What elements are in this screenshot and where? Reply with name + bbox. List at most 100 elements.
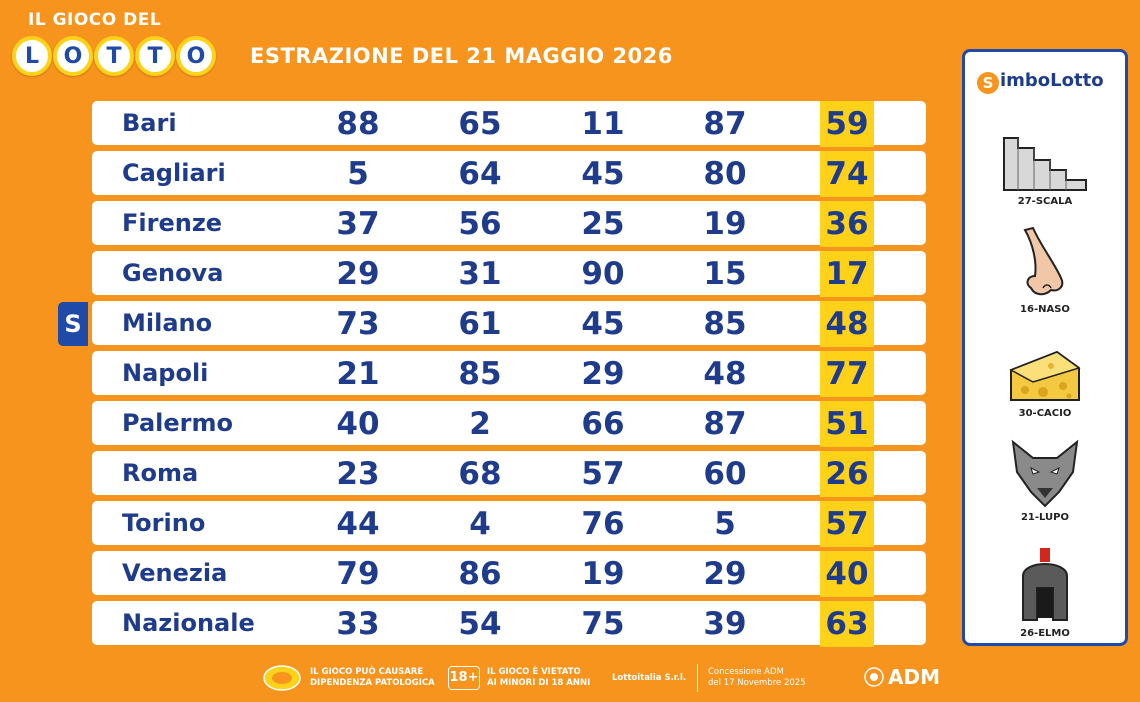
table-row: Nazionale 33 54 75 39 63 [92, 601, 926, 647]
symbol-lupo: 21-LUPO [965, 438, 1125, 523]
number-cell: 21 [336, 356, 380, 392]
table-row: Napoli 21 85 29 48 77 [92, 351, 926, 397]
city-name: Milano [122, 309, 213, 337]
city-name: Roma [122, 459, 199, 487]
symbol-label: 27-SCALA [1017, 196, 1073, 207]
responsible-gaming-logo-icon [263, 665, 301, 691]
concession-line: Concessione ADM [708, 667, 784, 677]
number-cell: 29 [581, 356, 625, 392]
highlighted-number-cell: 26 [820, 451, 874, 497]
symbol-label: 21-LUPO [1020, 512, 1070, 523]
number-cell: 86 [458, 556, 502, 592]
city-name: Bari [122, 109, 177, 137]
footer: IL GIOCO PUÒ CAUSARE DIPENDENZA PATOLOGI… [0, 660, 1140, 696]
city-name: Napoli [122, 359, 209, 387]
number-cell: 90 [581, 256, 625, 292]
number-cell: 87 [703, 106, 747, 142]
symbol-label: 26-ELMO [1020, 628, 1070, 639]
lotto-logo: IL GIOCO DEL L O T T O [12, 8, 217, 88]
number-cell: 79 [336, 556, 380, 592]
highlighted-number-cell: 17 [820, 251, 874, 297]
symbol-label: 16-NASO [1020, 304, 1070, 315]
number-cell: 29 [703, 556, 747, 592]
highlighted-number-cell: 77 [820, 351, 874, 397]
logo-letter: O [53, 36, 93, 76]
number-cell: 5 [714, 506, 736, 542]
city-name: Venezia [122, 559, 228, 587]
number-cell: 57 [581, 456, 625, 492]
warning-line: IL GIOCO PUÒ CAUSARE [310, 667, 424, 677]
number-cell: 73 [336, 306, 380, 342]
highlighted-number-cell: 51 [820, 401, 874, 447]
table-row: Bari 88 65 11 87 59 [92, 101, 926, 147]
number-cell: 66 [581, 406, 625, 442]
table-row: Roma 23 68 57 60 26 [92, 451, 926, 497]
highlighted-number-cell: 57 [820, 501, 874, 547]
concession-text: Concessione ADM del 17 Novembre 2025 [708, 667, 806, 689]
number-cell: 31 [458, 256, 502, 292]
number-cell: 37 [336, 206, 380, 242]
helmet-icon [1022, 548, 1068, 621]
warning-line: DIPENDENZA PATOLOGICA [310, 678, 435, 688]
number-cell: 60 [703, 456, 747, 492]
table-row: Torino 44 4 76 5 57 [92, 501, 926, 547]
highlighted-number-cell: 36 [820, 201, 874, 247]
simbolotto-title-rest: imboLotto [1000, 70, 1104, 91]
highlighted-number-cell: 59 [820, 101, 874, 147]
warning-line: IL GIOCO È VIETATO [487, 667, 581, 677]
logo-letter: T [135, 36, 175, 76]
symbol-naso: 16-NASO [965, 226, 1125, 315]
simbolotto-initial: S [977, 72, 999, 94]
number-cell: 44 [336, 506, 380, 542]
symbol-cacio: 30-CACIO [965, 346, 1125, 419]
number-cell: 19 [703, 206, 747, 242]
number-cell: 76 [581, 506, 625, 542]
number-cell: 45 [581, 156, 625, 192]
number-cell: 65 [458, 106, 502, 142]
number-cell: 40 [336, 406, 380, 442]
table-row: Genova 29 31 90 15 17 [92, 251, 926, 297]
number-cell: 54 [458, 606, 502, 642]
city-name: Firenze [122, 209, 223, 237]
table-row: Palermo 40 2 66 87 51 [92, 401, 926, 447]
concession-line: del 17 Novembre 2025 [708, 678, 806, 688]
logo-letter: L [12, 36, 52, 76]
table-row: Milano 73 61 45 85 48 [92, 301, 926, 347]
stairs-icon [1003, 137, 1087, 191]
number-cell: 15 [703, 256, 747, 292]
number-cell: 85 [703, 306, 747, 342]
nose-icon [1023, 226, 1064, 296]
highlighted-number-cell: 40 [820, 551, 874, 597]
adm-emblem-icon [864, 667, 884, 687]
number-cell: 4 [469, 506, 491, 542]
city-name: Torino [122, 509, 206, 537]
symbol-scala: 27-SCALA [965, 130, 1125, 207]
number-cell: 75 [581, 606, 625, 642]
logo-top-text: IL GIOCO DEL [28, 10, 162, 30]
adm-logo-text: ADM [888, 665, 940, 689]
symbol-elmo: 26-ELMO [965, 546, 1125, 639]
city-name: Nazionale [122, 609, 255, 637]
simbolotto-marker: S [58, 302, 88, 346]
warning-line: AI MINORI DI 18 ANNI [487, 678, 591, 688]
city-name: Genova [122, 259, 224, 287]
symbol-label: 30-CACIO [1018, 408, 1072, 419]
number-cell: 85 [458, 356, 502, 392]
logo-letters: L O T T O [12, 36, 217, 76]
number-cell: 39 [703, 606, 747, 642]
page-title: ESTRAZIONE DEL 21 MAGGIO 2026 [250, 44, 673, 68]
number-cell: 88 [336, 106, 380, 142]
number-cell: 68 [458, 456, 502, 492]
highlighted-number-cell: 48 [820, 301, 874, 347]
highlighted-number-cell: 63 [820, 601, 874, 647]
table-row: Cagliari 5 64 45 80 74 [92, 151, 926, 197]
number-cell: 48 [703, 356, 747, 392]
age-badge: 18+ [448, 666, 480, 690]
warning-dependence: IL GIOCO PUÒ CAUSARE DIPENDENZA PATOLOGI… [310, 667, 435, 689]
highlighted-number-cell: 74 [820, 151, 874, 197]
wolf-icon [1011, 439, 1079, 508]
number-cell: 5 [347, 156, 369, 192]
table-row: Venezia 79 86 19 29 40 [92, 551, 926, 597]
cheese-icon [1009, 350, 1081, 401]
